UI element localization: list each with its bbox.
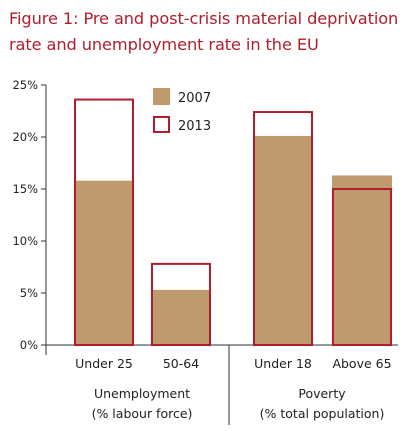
y-tick-label: 25% <box>12 78 38 92</box>
bar-2013 <box>332 188 392 346</box>
y-tick-label: 10% <box>12 234 38 248</box>
bar-2007 <box>332 175 392 345</box>
legend-swatch-2013 <box>153 116 170 133</box>
legend-swatch-2007 <box>153 88 170 105</box>
chart-title-line-2: rate and unemployment rate in the EU <box>9 35 319 54</box>
bar-2013 <box>151 262 211 347</box>
chart-title-line-1: Figure 1: Pre and post-crisis material d… <box>9 9 399 28</box>
category-label: Above 65 <box>332 356 391 371</box>
group-label: Poverty <box>298 386 346 401</box>
chart-title: Figure 1: Pre and post-crisis material d… <box>9 6 409 58</box>
y-tick-label: 0% <box>20 338 38 352</box>
bar-2013 <box>253 111 313 347</box>
category-label: Under 18 <box>254 356 312 371</box>
group-sublabel: (% labour force) <box>92 406 193 421</box>
y-tick-label: 20% <box>12 130 38 144</box>
category-label: Under 25 <box>75 356 133 371</box>
bar-2013 <box>74 98 134 346</box>
y-tick-label: 5% <box>20 286 38 300</box>
group-label: Unemployment <box>94 386 190 401</box>
bar-2007 <box>253 135 313 345</box>
bar-2007 <box>151 289 211 345</box>
legend-label-2013: 2013 <box>178 119 211 134</box>
group-sublabel: (% total population) <box>260 406 385 421</box>
y-tick-label: 15% <box>12 182 38 196</box>
legend-label-2007: 2007 <box>178 91 211 106</box>
category-label: 50-64 <box>163 356 199 371</box>
bar-2007 <box>74 180 134 345</box>
